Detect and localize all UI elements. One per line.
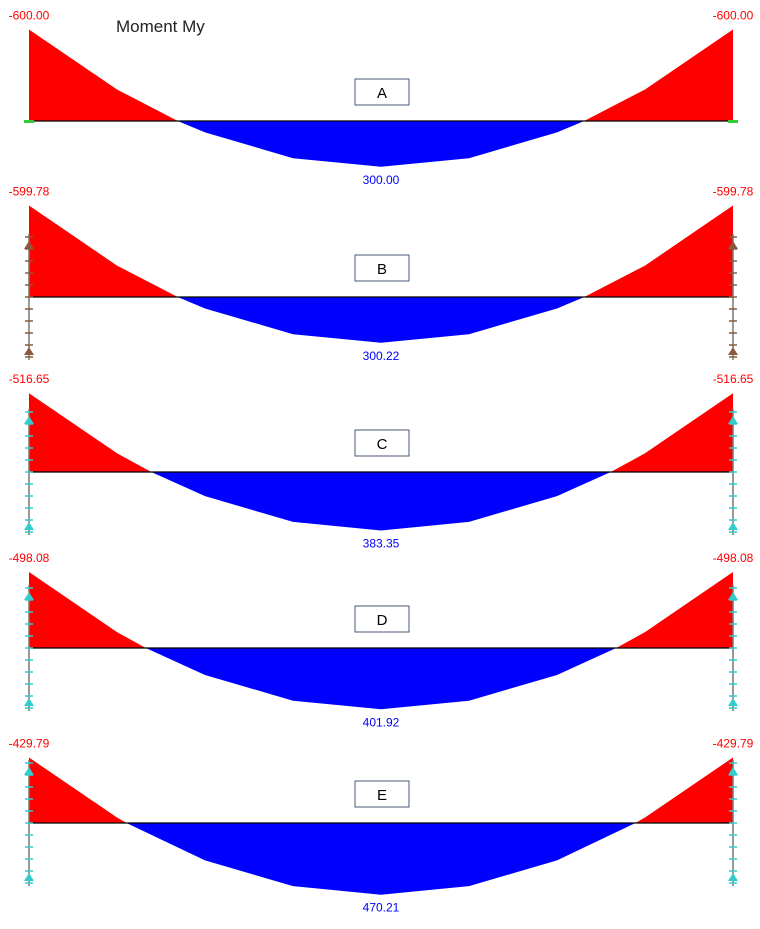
case-label-box — [354, 429, 410, 457]
negative-moment-left — [29, 757, 127, 823]
diagram-a: -600.00 -600.00 300.00 A — [9, 9, 754, 187]
left-support-icon — [24, 120, 34, 123]
negative-moment-right — [584, 205, 733, 297]
left-end-moment-value: -600.00 — [9, 9, 50, 23]
diagram-c: -516.65 -516.65 383.35 C — [9, 372, 754, 550]
positive-moment-span — [151, 472, 611, 531]
right-end-moment-value: -600.00 — [713, 9, 754, 23]
case-label-box — [354, 254, 410, 282]
left-end-moment-value: -498.08 — [9, 551, 50, 565]
positive-moment-span — [177, 297, 585, 343]
negative-moment-left — [29, 205, 178, 297]
case-label-box — [354, 780, 410, 808]
case-label: D — [377, 612, 388, 629]
left-end-moment-value: -429.79 — [9, 736, 50, 750]
left-end-moment-value: -599.78 — [9, 185, 50, 199]
left-end-moment-value: -516.65 — [9, 372, 50, 386]
right-end-moment-value: -498.08 — [713, 551, 754, 565]
right-support-icon — [728, 585, 738, 711]
left-support-icon — [24, 409, 34, 535]
midspan-moment-value: 300.00 — [363, 173, 400, 187]
case-label: B — [377, 261, 387, 278]
midspan-moment-value: 470.21 — [363, 901, 400, 915]
positive-moment-span — [126, 823, 636, 895]
positive-moment-span — [145, 648, 617, 710]
left-support-icon — [24, 760, 34, 886]
left-support-icon — [24, 585, 34, 711]
diagram-d: -498.08 -498.08 401.92 D — [9, 551, 754, 729]
case-label: E — [377, 787, 387, 804]
diagram-title: Moment My — [116, 17, 205, 36]
negative-moment-left — [29, 572, 146, 648]
right-end-moment-value: -429.79 — [713, 736, 754, 750]
case-label: A — [377, 85, 387, 102]
negative-moment-right — [610, 393, 733, 472]
right-end-moment-value: -599.78 — [713, 185, 754, 199]
right-end-moment-value: -516.65 — [713, 372, 754, 386]
negative-moment-right — [584, 29, 733, 121]
midspan-moment-value: 383.35 — [363, 536, 400, 550]
negative-moment-right — [635, 757, 733, 823]
right-support-icon — [728, 409, 738, 535]
diagram-b: -599.78 -599.78 300.22 B — [9, 185, 754, 363]
case-label-box — [354, 78, 410, 106]
left-support-icon — [24, 234, 34, 360]
diagram-e: -429.79 -429.79 470.21 E — [9, 736, 754, 914]
midspan-moment-value: 401.92 — [363, 715, 400, 729]
case-label-box — [354, 605, 410, 633]
right-support-icon — [728, 120, 738, 123]
negative-moment-left — [29, 393, 152, 472]
midspan-moment-value: 300.22 — [363, 349, 400, 363]
right-support-icon — [728, 760, 738, 886]
case-label: C — [377, 436, 388, 453]
negative-moment-right — [616, 572, 733, 648]
negative-moment-left — [29, 29, 178, 121]
positive-moment-span — [177, 121, 585, 167]
right-support-icon — [728, 234, 738, 360]
